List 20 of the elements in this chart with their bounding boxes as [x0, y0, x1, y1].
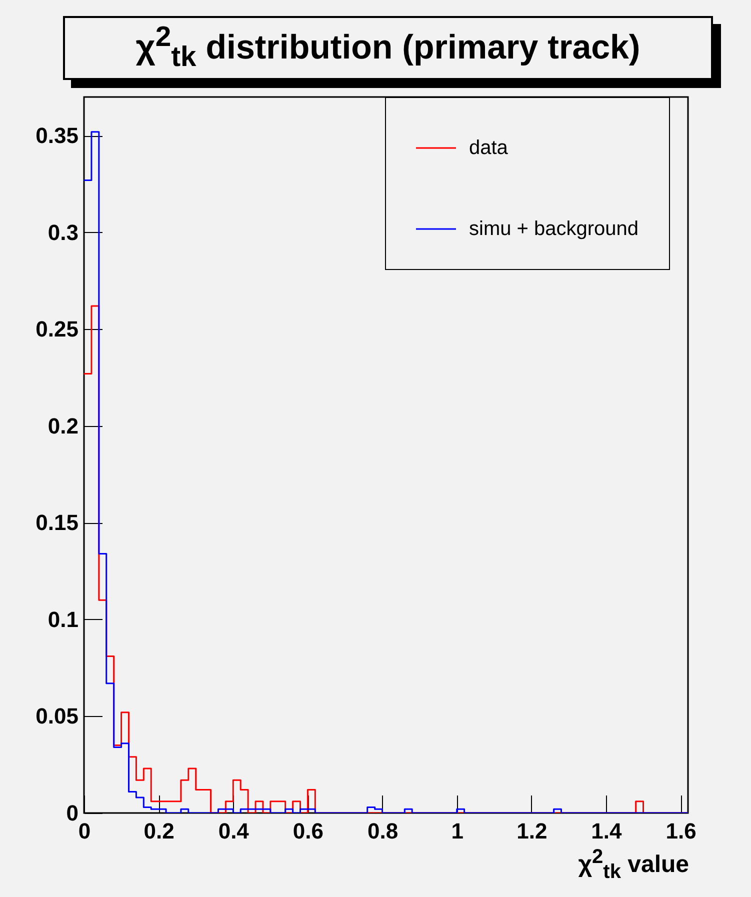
legend-label: data: [469, 137, 509, 159]
x-tick-label: 0.6: [292, 818, 324, 844]
y-tick-label: 0.05: [36, 704, 78, 729]
y-tick-label: 0: [66, 800, 78, 826]
x-tick-label: 1.2: [516, 818, 548, 844]
x-tick-label: 0.4: [218, 818, 250, 844]
x-tick-label: 0.8: [367, 818, 398, 844]
y-tick-label: 0.2: [48, 413, 78, 438]
x-tick-label: 1: [451, 818, 464, 844]
y-tick-label: 0.3: [48, 220, 78, 245]
legend-label: simu + background: [469, 218, 639, 240]
y-tick-label: 0.1: [48, 606, 78, 632]
y-tick-label: 0.15: [36, 510, 78, 536]
y-tick-label: 0.25: [36, 316, 78, 342]
chart-title: χ$^{2}$$_{tk}$ distribution (primary track): [136, 21, 640, 75]
x-tick-label: 1.6: [666, 818, 696, 844]
x-tick-label: 0.2: [144, 818, 174, 844]
x-tick-label: 1.4: [591, 818, 623, 844]
y-tick-label: 0.35: [36, 123, 78, 148]
x-axis-title: χ$^{2}$$_{tk}$ value: [578, 846, 689, 884]
